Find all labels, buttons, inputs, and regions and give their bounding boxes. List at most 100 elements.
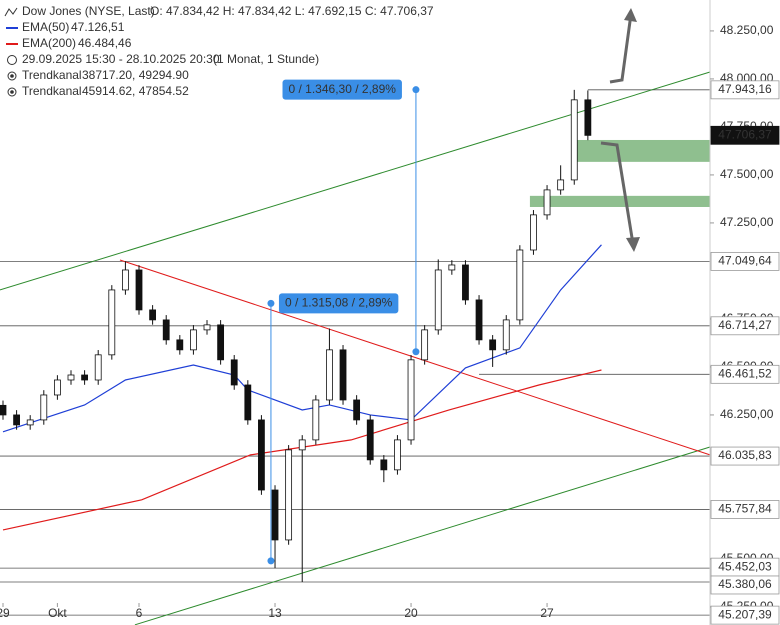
candle-body — [489, 339, 497, 351]
candle-body — [135, 269, 143, 311]
trendline — [134, 446, 711, 625]
x-tick-label: 13 — [268, 606, 282, 620]
level-label: 46.461,52 — [718, 366, 772, 380]
trendline — [119, 259, 711, 456]
candle-body — [271, 489, 279, 541]
level-label: 46.714,27 — [718, 318, 772, 332]
level-label-box — [710, 80, 780, 100]
candle-body — [530, 214, 537, 251]
measure-end — [412, 348, 420, 356]
legend-text: 46.484,46 — [78, 36, 132, 50]
candle-body — [149, 309, 157, 321]
candle-body — [94, 354, 102, 381]
level-label: 45.207,39 — [718, 607, 772, 621]
candle-body — [312, 399, 320, 441]
candle-body — [190, 329, 197, 351]
candle-body — [584, 99, 592, 136]
candle-body — [230, 359, 238, 386]
y-tick-label: 48.250,00 — [720, 23, 774, 37]
candle-body — [108, 289, 116, 356]
level-label-box — [710, 575, 780, 595]
candle-body — [13, 414, 20, 426]
candle-body — [516, 249, 524, 321]
level-label-box — [710, 316, 780, 336]
candle-body — [122, 269, 129, 291]
measure-label-text: 0 / 1.346,30 / 2,89% — [289, 82, 397, 96]
candle-body — [26, 419, 34, 426]
plot-area: 0 / 1.346,30 / 2,89% 0 / 1.315,08 / 2,89% — [0, 71, 711, 625]
measure-end — [267, 299, 275, 307]
candle-body — [244, 384, 252, 421]
legend: Dow Jones (NYSE, Last)O: 47.834,42 H: 47… — [4, 4, 434, 98]
legend-text: Trendkanal — [22, 68, 82, 82]
candle-body — [570, 99, 578, 181]
zone — [573, 139, 710, 162]
candle-body — [285, 449, 293, 541]
legend-icon — [7, 71, 17, 81]
candle-body — [366, 419, 374, 461]
level-label-box — [710, 251, 780, 271]
level-label: 47.943,16 — [718, 82, 772, 96]
legend-text: (1 Monat, 1 Stunde) — [213, 52, 319, 66]
candle-body — [380, 459, 388, 471]
legend-text: Trendkanal — [22, 84, 82, 98]
legend-swatch — [6, 27, 18, 29]
legend-text: EMA(50) — [22, 20, 69, 34]
x-tick-label: 29 — [0, 606, 10, 620]
level-label: 45.452,03 — [718, 559, 772, 573]
level-label-box — [710, 500, 780, 519]
arrow-up-head — [624, 8, 637, 22]
legend-text: O: 47.834,42 H: 47.834,42 L: 47.692,15 C… — [150, 4, 434, 18]
candle-body — [339, 349, 347, 401]
y-tick-label: 46.250,00 — [720, 407, 774, 421]
candle-body — [67, 374, 75, 381]
candle-body — [0, 404, 7, 416]
candle-body — [298, 439, 306, 451]
level-label: 45.380,06 — [718, 577, 772, 591]
ema-line — [2, 369, 602, 531]
legend-text: 45914.62, 47854.52 — [82, 84, 189, 98]
candle-body — [557, 179, 565, 191]
candle-body — [353, 399, 361, 421]
candle-body — [462, 264, 469, 301]
legend-icon — [4, 7, 18, 17]
legend-text: 47.126,51 — [71, 20, 125, 34]
level-label: 47.706,37 — [718, 127, 772, 141]
measure-end — [267, 557, 275, 565]
candle-body — [53, 379, 61, 396]
level-label: 46.035,83 — [718, 448, 772, 462]
candle-body — [217, 324, 225, 361]
candle-body — [421, 329, 429, 361]
level-label-box — [710, 125, 780, 145]
candle-body — [162, 319, 170, 341]
level-label: 47.049,64 — [718, 254, 772, 268]
measure-label: 0 / 1.315,08 / 2,89% — [278, 293, 399, 314]
candle-body — [326, 349, 333, 401]
arrow-down — [600, 141, 635, 245]
candle-body — [40, 394, 48, 421]
measure-label: 0 / 1.346,30 / 2,89% — [282, 79, 402, 100]
arrow-down-head — [626, 237, 640, 252]
candle-body — [448, 264, 456, 271]
candle-body — [543, 189, 551, 216]
legend-icon-dot — [10, 90, 14, 94]
x-tick-label: 20 — [404, 606, 418, 620]
legend-text: EMA(200) — [22, 36, 76, 50]
candle-body — [81, 374, 89, 381]
candle-body — [176, 339, 184, 351]
candle-body — [394, 439, 401, 471]
candle-body — [475, 299, 483, 341]
y-tick-label: 47.250,00 — [720, 215, 774, 229]
zone — [529, 195, 710, 207]
legend-text: 29.09.2025 15:30 - 28.10.2025 20:30 — [22, 52, 220, 66]
arrow-up — [609, 13, 633, 84]
measure-label-text: 0 / 1.315,08 / 2,89% — [285, 296, 393, 310]
legend-icon — [7, 87, 17, 97]
x-tick-label: 27 — [540, 606, 554, 620]
candle-body — [502, 319, 510, 351]
candle-body — [434, 269, 442, 331]
legend-text: 38717.20, 49294.90 — [82, 68, 189, 82]
measure-label-box — [282, 79, 402, 100]
legend-text: Dow Jones (NYSE, Last) — [22, 4, 155, 18]
